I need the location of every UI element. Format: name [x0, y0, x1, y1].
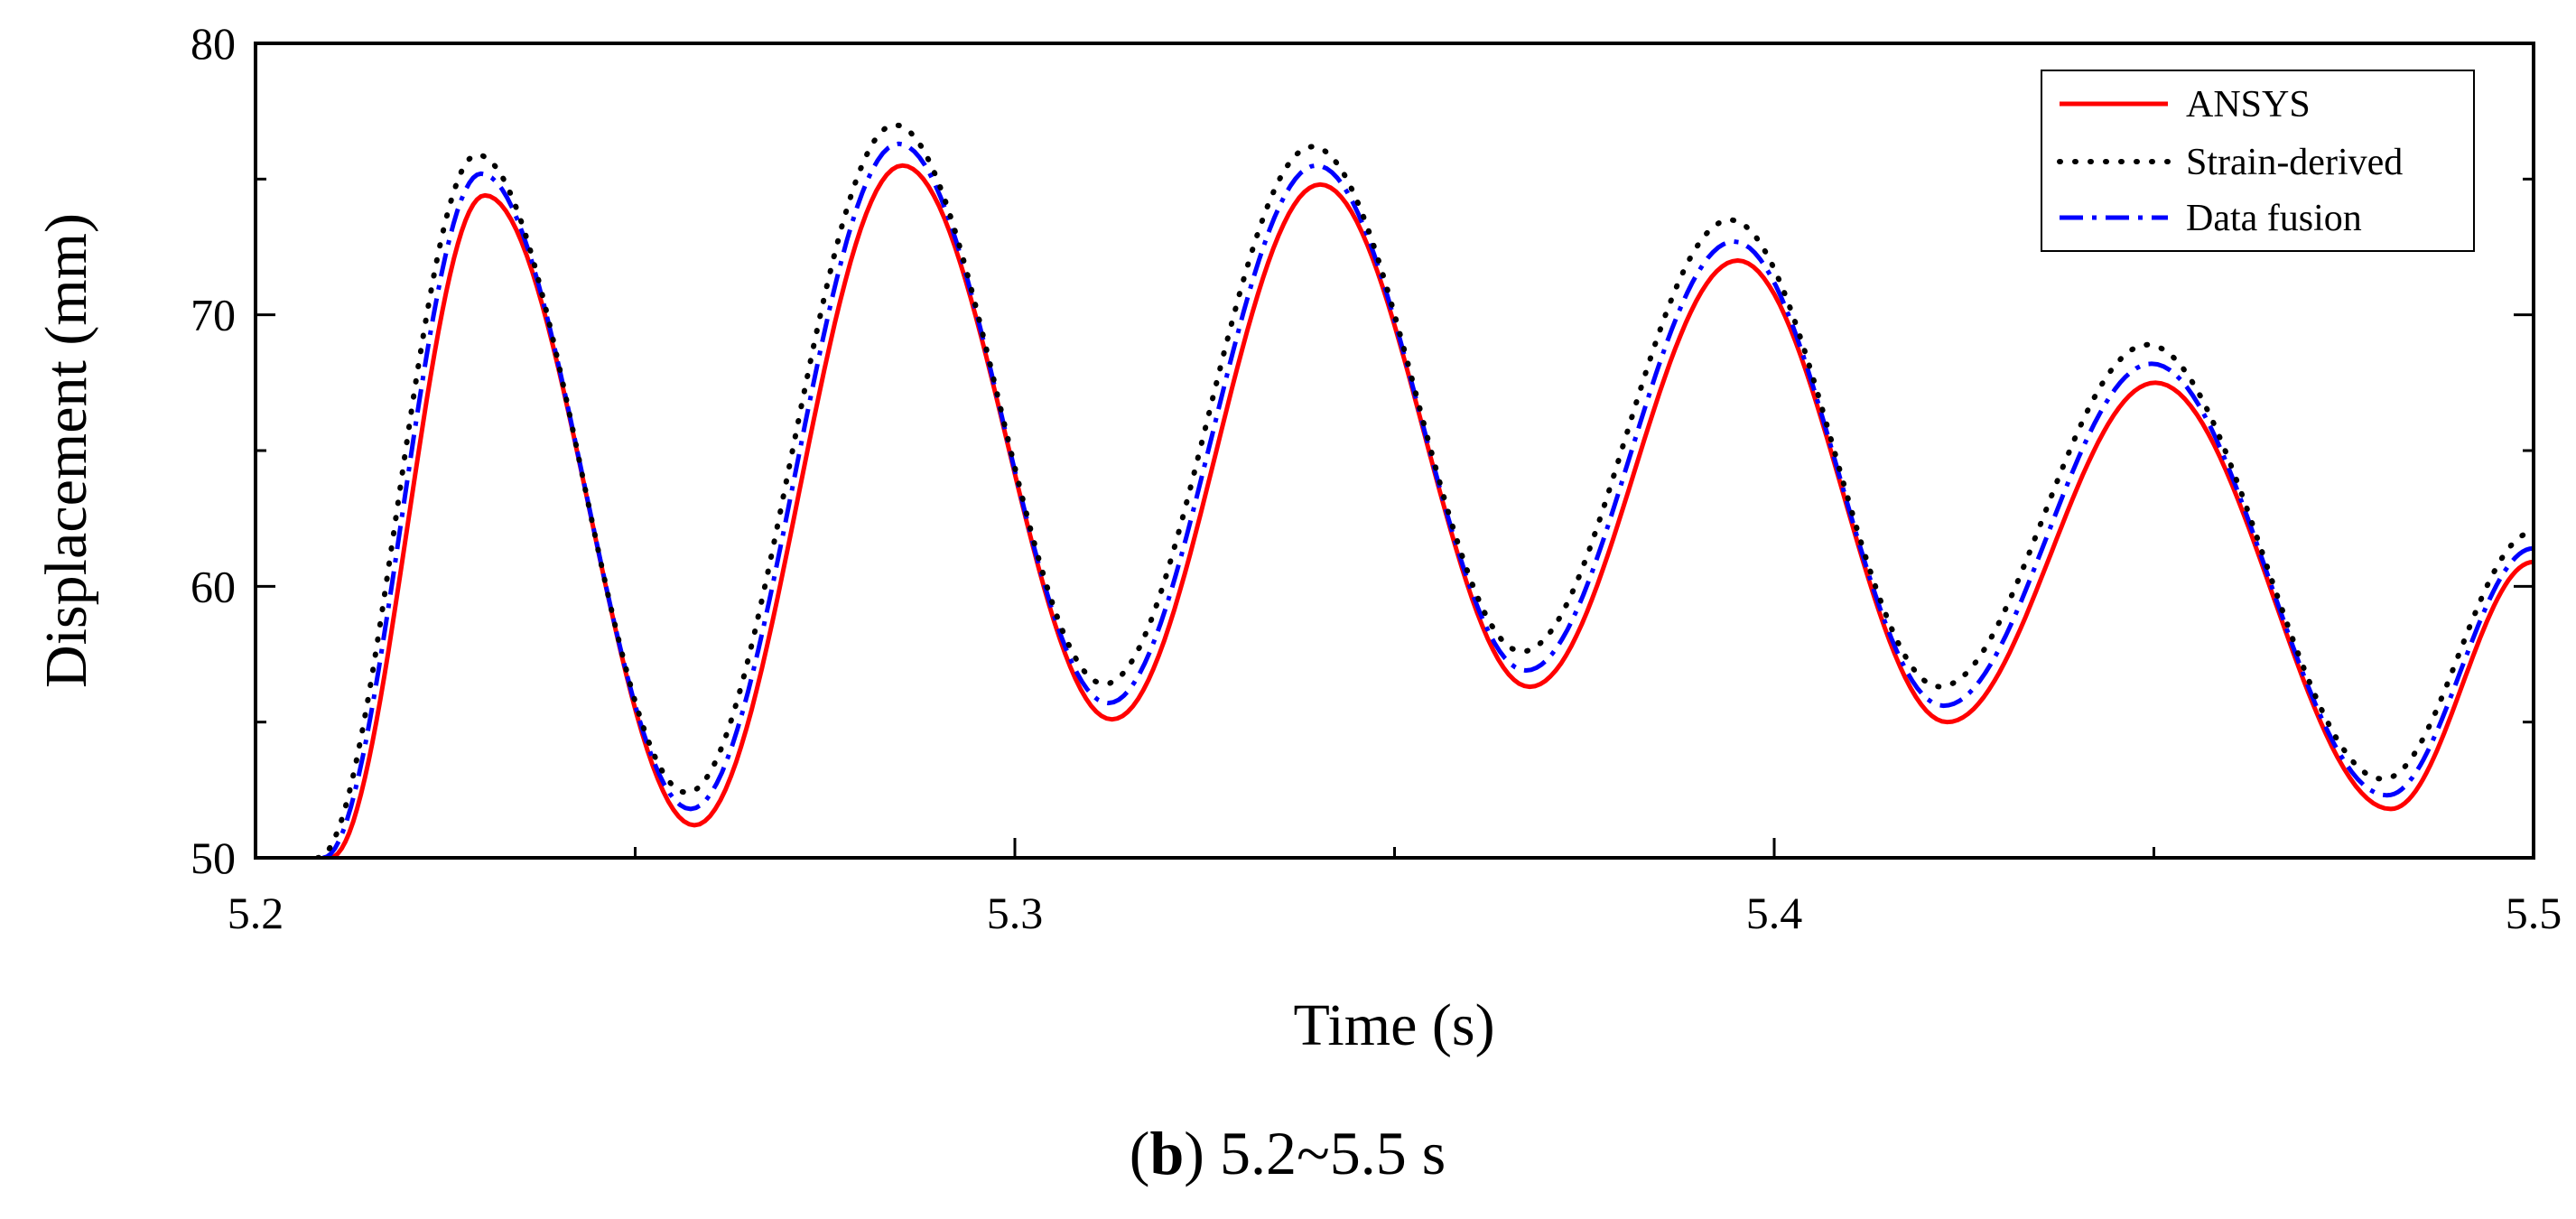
legend: ANSYS Strain-derived Data fusion — [2041, 70, 2475, 252]
caption-letter: b — [1149, 1119, 1184, 1187]
y-tick-label: 50 — [191, 833, 236, 883]
y-tick-label: 80 — [191, 18, 236, 69]
series-layer — [315, 122, 2534, 858]
legend-label-ansys: ANSYS — [2186, 84, 2311, 126]
caption-close: ) — [1184, 1119, 1204, 1187]
x-axis: 5.2 5.3 5.4 5.5 — [228, 838, 2562, 938]
figure-caption: (b) 5.2~5.5 s — [1130, 1119, 1446, 1187]
series-line-data-fusion — [322, 141, 2534, 858]
series-line-ansys — [329, 163, 2534, 858]
caption-open: ( — [1130, 1119, 1150, 1187]
x-tick-label: 5.4 — [1746, 888, 1803, 938]
y-axis-title: Displacement (mm) — [33, 213, 99, 688]
y-tick-label: 60 — [191, 561, 236, 611]
y-tick-label: 70 — [191, 290, 236, 340]
legend-label-strain-derived: Strain-derived — [2186, 142, 2403, 183]
y-axis: 50 60 70 80 — [191, 18, 2534, 883]
legend-box — [2041, 70, 2475, 252]
x-axis-title: Time (s) — [1293, 992, 1494, 1058]
x-tick-label: 5.5 — [2506, 888, 2562, 938]
legend-label-data-fusion: Data fusion — [2186, 198, 2362, 239]
x-tick-label: 5.3 — [987, 888, 1044, 938]
x-tick-label: 5.2 — [228, 888, 284, 938]
caption-text: 5.2~5.5 s — [1204, 1119, 1446, 1187]
